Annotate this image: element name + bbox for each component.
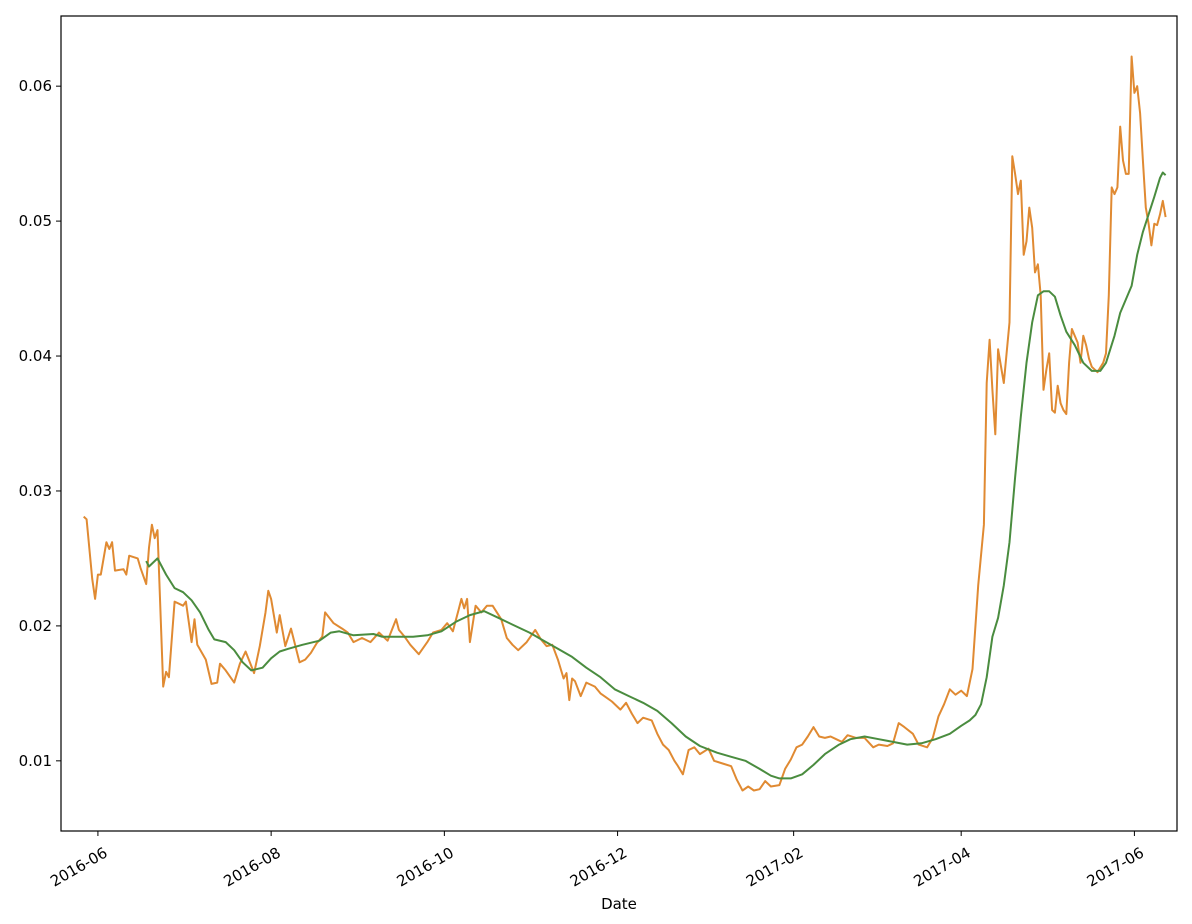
y-axis-ticks: 0.01 0.02 0.03 0.04 0.05 0.06 — [19, 77, 61, 770]
y-tick-label: 0.02 — [19, 617, 52, 635]
plot-frame — [60, 15, 1178, 832]
x-axis-ticks: 2016-06 2016-08 2016-10 2016-12 2017-02 2017-… — [47, 831, 1147, 891]
x-tick-label: 2017-02 — [743, 844, 806, 891]
series-line-1 — [83, 55, 1167, 792]
y-tick-label: 0.04 — [19, 347, 52, 365]
series-layer — [83, 55, 1167, 792]
x-axis-label: Date — [601, 895, 637, 913]
y-tick-label: 0.03 — [19, 482, 52, 500]
y-tick-label: 0.06 — [19, 77, 52, 95]
x-tick-label: 2017-06 — [1084, 844, 1147, 891]
series-line-2 — [145, 171, 1167, 780]
x-tick-label: 2017-04 — [910, 844, 973, 891]
y-tick-label: 0.05 — [19, 212, 52, 230]
y-tick-label: 0.01 — [19, 752, 52, 770]
x-tick-label: 2016-08 — [220, 844, 283, 891]
x-tick-label: 2016-10 — [394, 844, 457, 891]
x-tick-label: 2016-12 — [567, 844, 630, 891]
x-tick-label: 2016-06 — [47, 844, 110, 891]
